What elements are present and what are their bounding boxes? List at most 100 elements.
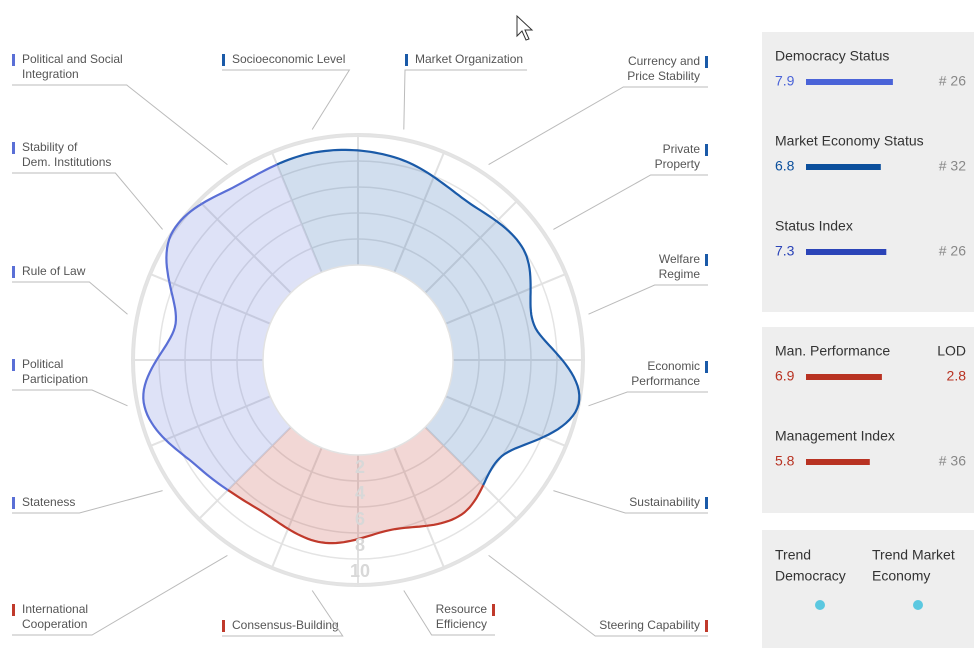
category-label: Socioeconomic Level: [232, 52, 345, 66]
leader-line: [12, 389, 128, 407]
sector-fill: [143, 360, 271, 440]
panel-value: 7.3: [775, 243, 795, 259]
category-marker: [12, 359, 15, 371]
spoke: [424, 200, 518, 294]
sector-fill: [227, 427, 322, 529]
category-label: Political: [22, 357, 63, 371]
radial-line-segment: [142, 359, 167, 441]
category-marker: [12, 604, 15, 616]
panel-side-label: LOD: [937, 343, 966, 359]
category-marker: [12, 266, 15, 278]
panel-bar: [806, 249, 887, 255]
panel-label: Management Index: [775, 428, 895, 444]
category-label: Regime: [659, 267, 701, 281]
panel-rank: # 26: [939, 243, 966, 259]
panel-value: 6.9: [775, 368, 795, 384]
category-label: Currency and: [628, 54, 700, 68]
scale-label: 2: [355, 457, 365, 477]
panel-bar: [806, 459, 870, 465]
category-marker: [405, 54, 408, 66]
scale-label: 6: [355, 509, 365, 529]
status-panel: [762, 32, 974, 312]
category-marker: [705, 620, 708, 632]
panel-rank: # 26: [939, 73, 966, 89]
spoke: [149, 395, 271, 448]
leader-line: [488, 555, 708, 637]
category-marker: [705, 361, 708, 373]
category-label: International: [22, 602, 88, 616]
panel-label: Market Economy Status: [775, 133, 924, 149]
leader-line: [588, 391, 708, 407]
radial-line-segment: [165, 202, 203, 283]
leader-line: [12, 84, 228, 165]
category-label: Efficiency: [436, 617, 487, 631]
leader-line: [222, 69, 351, 130]
spoke: [445, 395, 567, 448]
scale-label: 8: [355, 535, 365, 555]
category-marker: [705, 254, 708, 266]
category-label: Integration: [22, 67, 79, 81]
category-marker: [705, 56, 708, 68]
category-label: Steering Capability: [599, 618, 700, 632]
panel-rank: # 32: [939, 158, 966, 174]
category-marker: [222, 54, 225, 66]
leader-line: [403, 69, 528, 130]
spoke: [198, 200, 292, 294]
radial-line-segment: [227, 489, 289, 530]
panel-label: Democracy Status: [775, 48, 889, 64]
cursor: [516, 14, 534, 41]
radial-line-segment: [529, 288, 564, 361]
spoke: [198, 426, 292, 520]
category-label: Political and Social: [22, 52, 123, 66]
leader-line: [12, 281, 128, 315]
sector-fill: [156, 281, 271, 360]
category-marker: [12, 497, 15, 509]
category-marker: [12, 142, 15, 154]
category-label: Performance: [631, 374, 700, 388]
radial-line-segment: [155, 281, 177, 361]
leader-line: [12, 490, 163, 514]
sector-fill: [358, 447, 427, 540]
trend-label: Trend: [775, 547, 811, 563]
sector-fill: [425, 396, 544, 486]
management-panel: [762, 327, 974, 513]
radial-line-segment: [287, 527, 359, 545]
leader-line: [222, 590, 344, 637]
trend-indicator: [815, 600, 825, 610]
scale-label: 10: [350, 561, 370, 581]
panel-label: Man. Performance: [775, 343, 890, 359]
trend-label: Trend Market: [872, 547, 955, 563]
spoke: [445, 272, 567, 325]
leader-line: [553, 174, 708, 230]
category-label: Consensus-Building: [232, 618, 339, 632]
radial-line-segment: [164, 438, 229, 492]
sector-fill: [394, 176, 497, 293]
radial-line-segment: [357, 149, 435, 178]
panel-rank: # 36: [939, 453, 966, 469]
radial-line-segment: [276, 148, 359, 166]
category-label: Stateness: [22, 495, 75, 509]
leader-line: [553, 490, 708, 514]
panel-bar: [806, 374, 882, 380]
panel-side-value: 2.8: [947, 368, 967, 384]
sector-fill: [445, 360, 580, 437]
trend-indicator: [913, 600, 923, 610]
leader-line: [403, 590, 495, 636]
spoke: [270, 151, 323, 273]
category-label: Stability of: [22, 140, 78, 154]
category-marker: [705, 144, 708, 156]
sector-fill: [166, 203, 291, 324]
spoke: [270, 447, 323, 569]
sector-fill: [445, 288, 563, 360]
category-label: Resource: [436, 602, 488, 616]
category-label: Property: [655, 157, 700, 171]
spoke: [424, 426, 518, 520]
category-label: Private: [663, 142, 701, 156]
radial-line-segment: [482, 435, 545, 486]
hole: [262, 264, 454, 456]
radial-line-segment: [496, 220, 532, 289]
radial-line-segment: [357, 524, 427, 541]
sector-fill: [288, 447, 358, 544]
trend-panel: [762, 530, 974, 648]
